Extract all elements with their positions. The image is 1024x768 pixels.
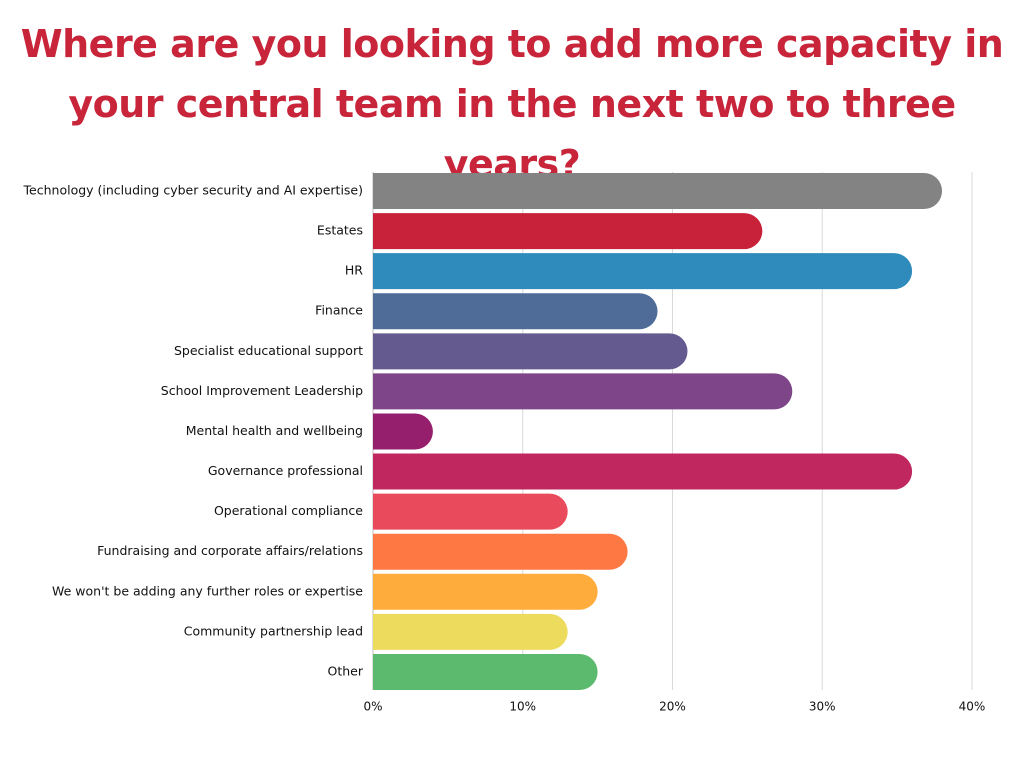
x-tick-label: 40% <box>959 700 986 714</box>
x-tick-labels: 0% 10% 20% 30% 40% <box>363 700 985 714</box>
bar <box>373 493 568 530</box>
bar <box>373 613 568 650</box>
category-label: Specialist educational support <box>174 343 363 358</box>
category-label: HR <box>345 263 363 278</box>
bar <box>373 213 763 250</box>
bar <box>373 413 433 450</box>
category-label: Community partnership lead <box>184 623 363 638</box>
bar <box>373 653 598 690</box>
category-label: Governance professional <box>208 463 363 478</box>
bar <box>373 533 628 570</box>
bar <box>373 333 688 370</box>
category-label: Finance <box>315 303 363 318</box>
chart-title: Where are you looking to add more capaci… <box>20 22 1004 186</box>
category-label: Other <box>328 663 364 678</box>
bar <box>373 373 793 410</box>
bar <box>373 293 658 330</box>
x-tick-label: 20% <box>659 700 686 714</box>
grid-lines <box>372 172 973 690</box>
category-label: Estates <box>317 223 363 238</box>
category-label: We won't be adding any further roles or … <box>52 583 363 598</box>
category-labels: Technology (including cyber security and… <box>23 183 364 679</box>
category-label: Mental health and wellbeing <box>186 423 363 438</box>
category-label: School Improvement Leadership <box>161 383 363 398</box>
category-label: Fundraising and corporate affairs/relati… <box>97 543 363 558</box>
bar <box>373 173 943 209</box>
category-label: Technology (including cyber security and… <box>23 183 363 198</box>
bar <box>373 573 598 610</box>
category-label: Operational compliance <box>214 503 363 518</box>
x-tick-label: 10% <box>509 700 536 714</box>
x-tick-label: 0% <box>363 700 382 714</box>
bar <box>373 253 913 290</box>
bar <box>373 453 913 490</box>
x-tick-label: 30% <box>809 700 836 714</box>
bars <box>373 173 943 690</box>
